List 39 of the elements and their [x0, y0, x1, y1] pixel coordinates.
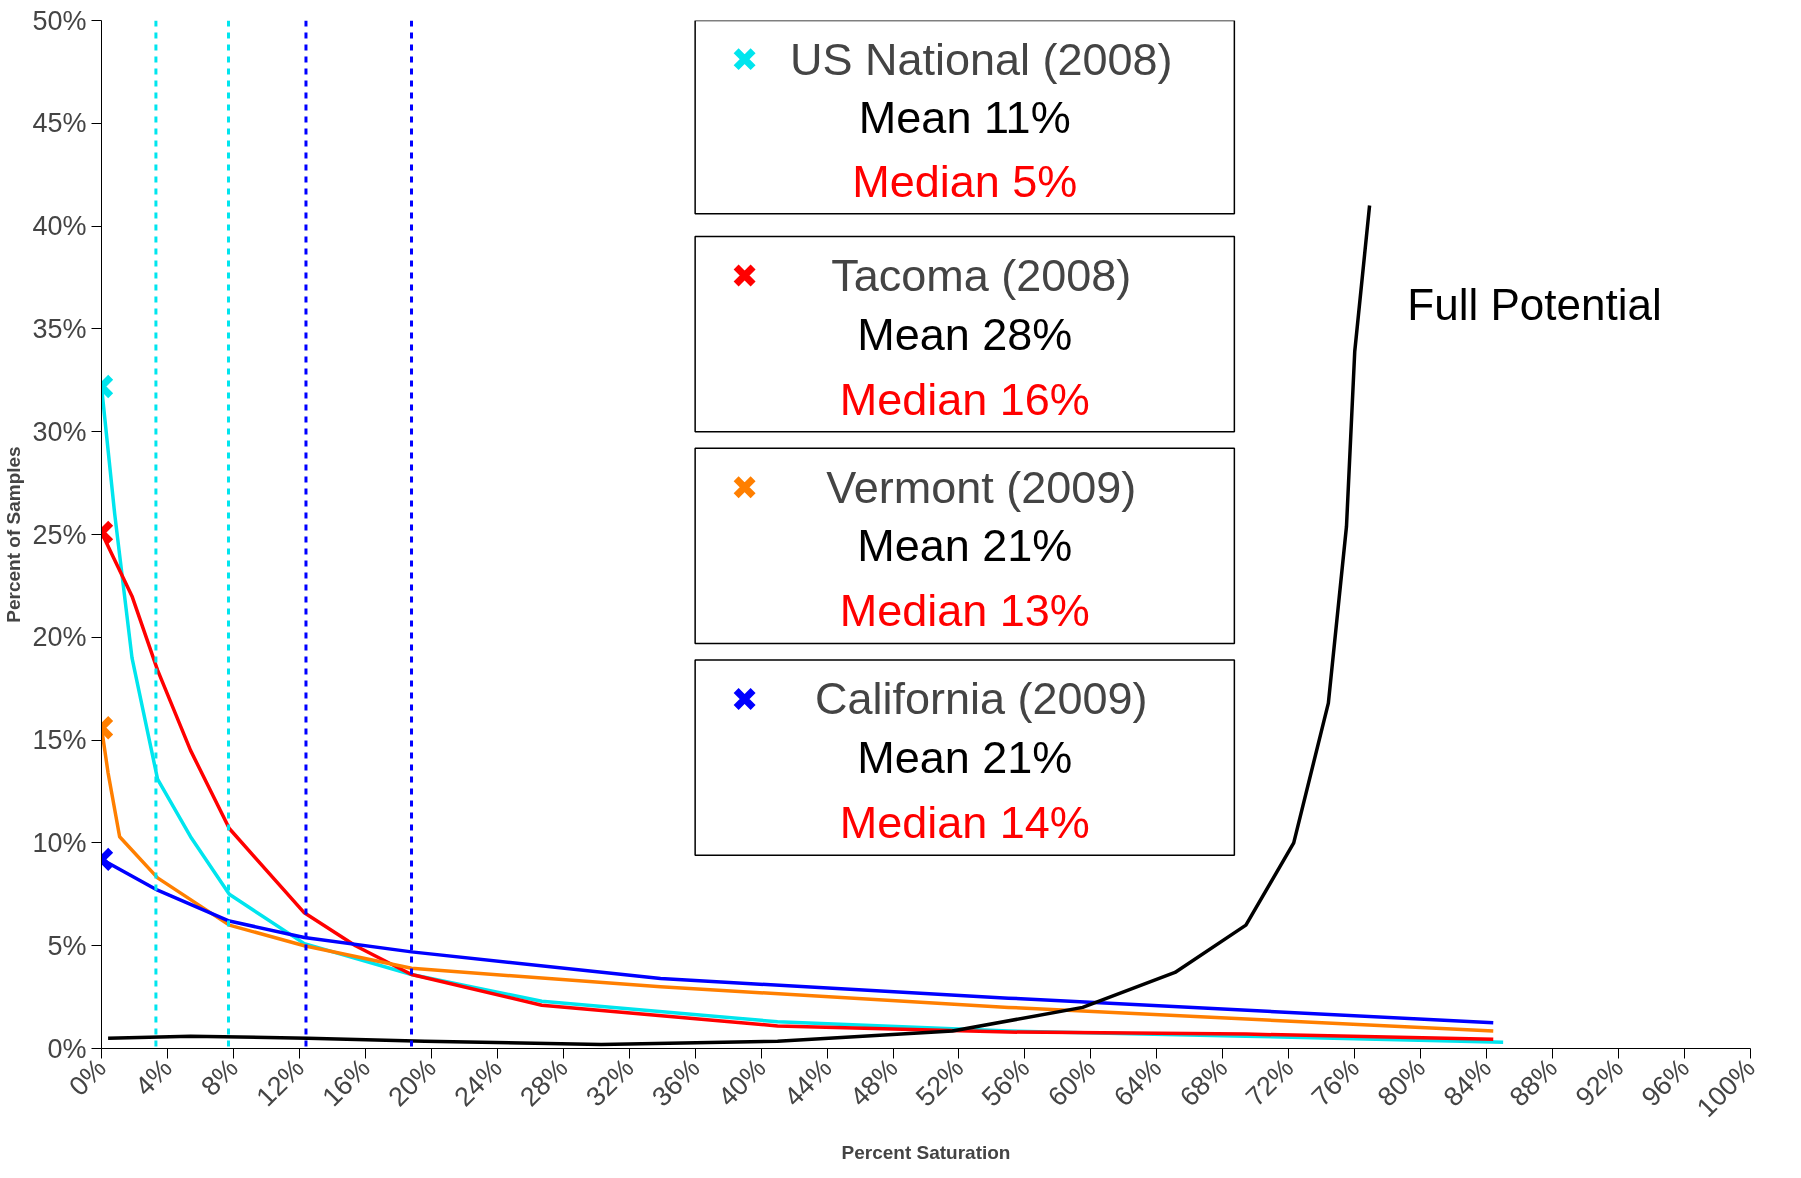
annotation: Median 13% [839, 585, 1090, 637]
y-tick-label: 25% [32, 519, 87, 550]
x-tick-label: 68% [1173, 1052, 1234, 1113]
annotation: Mean 21% [857, 732, 1073, 784]
x-tick-label: 92% [1569, 1052, 1630, 1113]
x-tick-label: 48% [844, 1052, 904, 1113]
y-tick-label: 5% [47, 930, 87, 961]
y-tick-label: 15% [32, 725, 87, 756]
y-tick-label: 20% [32, 622, 87, 653]
y-tick-label: 40% [32, 211, 87, 242]
annotation: Median 14% [839, 797, 1090, 849]
legend-label: Tacoma (2008) [831, 249, 1132, 301]
x-tick-label: 60% [1042, 1052, 1102, 1113]
legend-label: US National (2008) [789, 33, 1173, 85]
x-tick-label: 64% [1108, 1052, 1168, 1113]
x-tick-label: 96% [1635, 1052, 1696, 1113]
y-axis-title: Percent of Samples [3, 446, 25, 623]
x-tick-label: 72% [1239, 1052, 1300, 1113]
annotation: Median 5% [852, 156, 1078, 208]
x-tick-label: 8% [195, 1052, 245, 1102]
annotation: Median 16% [839, 373, 1090, 425]
y-tick-label: 10% [32, 827, 87, 858]
y-tick-label: 45% [32, 108, 87, 139]
x-axis-title: Percent Saturation [841, 1141, 1011, 1163]
legend-label: California (2009) [814, 673, 1148, 725]
series-label: Full Potential [1407, 279, 1662, 329]
x-tick-label: 4% [129, 1052, 179, 1102]
x-tick-label: 76% [1305, 1052, 1366, 1113]
annotation: Mean 11% [858, 91, 1071, 143]
legend-label: Vermont (2009) [826, 461, 1137, 513]
annotation: Mean 21% [857, 520, 1073, 572]
y-tick-label: 0% [47, 1033, 87, 1064]
x-tick-label: 44% [778, 1052, 838, 1113]
y-tick-label: 30% [32, 416, 87, 447]
x-tick-label: 40% [712, 1052, 772, 1113]
y-tick-label: 35% [32, 313, 87, 344]
y-tick-label: 50% [32, 5, 87, 36]
line-series [106, 203, 1372, 1047]
annotation: Mean 28% [857, 308, 1073, 360]
